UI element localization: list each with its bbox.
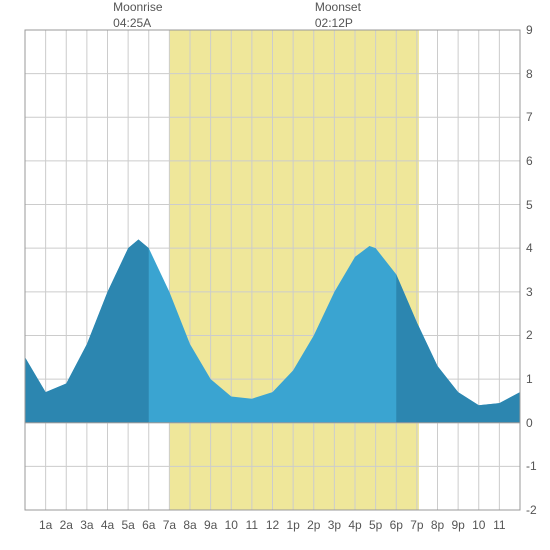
x-tick-label: 10 (225, 518, 238, 532)
x-tick-label: 3p (328, 518, 341, 532)
y-tick-label: 5 (526, 198, 533, 212)
x-tick-label: 8p (431, 518, 444, 532)
x-tick-label: 1p (286, 518, 299, 532)
x-tick-label: 10 (472, 518, 485, 532)
y-tick-label: 0 (526, 416, 533, 430)
y-tick-label: 3 (526, 285, 533, 299)
y-tick-label: 7 (526, 110, 533, 124)
moonset-title: Moonset (315, 0, 361, 16)
y-tick-label: 8 (526, 67, 533, 81)
y-tick-label: 1 (526, 372, 533, 386)
y-tick-label: 9 (526, 23, 533, 37)
y-tick-label: -1 (526, 459, 537, 473)
y-tick-label: 4 (526, 241, 533, 255)
x-tick-label: 3a (80, 518, 93, 532)
moonrise-label: Moonrise 04:25A (113, 0, 162, 31)
x-tick-label: 11 (493, 518, 505, 532)
x-tick-label: 5p (369, 518, 382, 532)
x-tick-label: 4a (101, 518, 114, 532)
tide-chart: Moonrise 04:25A Moonset 02:12P -2-101234… (0, 0, 550, 550)
y-tick-label: 6 (526, 154, 533, 168)
x-tick-label: 9p (451, 518, 464, 532)
y-tick-label: -2 (526, 503, 537, 517)
x-tick-label: 4p (348, 518, 361, 532)
x-tick-label: 9a (204, 518, 217, 532)
x-tick-label: 6a (142, 518, 155, 532)
x-tick-label: 6p (390, 518, 403, 532)
x-tick-label: 1a (39, 518, 52, 532)
moonset-time: 02:12P (315, 16, 361, 32)
chart-svg (0, 0, 550, 550)
x-tick-label: 2p (307, 518, 320, 532)
x-tick-label: 8a (183, 518, 196, 532)
x-tick-label: 12 (266, 518, 279, 532)
x-tick-label: 7p (410, 518, 423, 532)
moonrise-time: 04:25A (113, 16, 162, 32)
x-tick-label: 11 (246, 518, 258, 532)
moonrise-title: Moonrise (113, 0, 162, 16)
moonset-label: Moonset 02:12P (315, 0, 361, 31)
y-tick-label: 2 (526, 328, 533, 342)
x-tick-label: 7a (163, 518, 176, 532)
x-tick-label: 5a (121, 518, 134, 532)
x-tick-label: 2a (60, 518, 73, 532)
